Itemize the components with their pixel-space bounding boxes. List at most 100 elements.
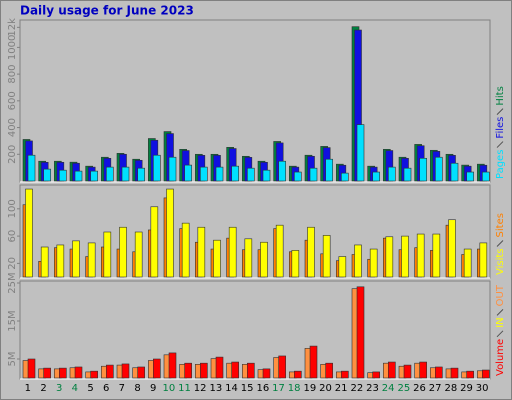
- x-tick-label: 21: [335, 383, 348, 394]
- bar: [153, 154, 161, 182]
- x-tick-label: 13: [209, 383, 222, 394]
- bar: [372, 371, 380, 379]
- x-tick-label: 15: [241, 383, 254, 394]
- bar: [322, 235, 331, 278]
- bar: [432, 233, 441, 278]
- legend-entry: Sites: [495, 213, 506, 237]
- bar: [121, 166, 130, 182]
- bar: [354, 244, 362, 278]
- x-tick-label: 26: [413, 383, 426, 394]
- bar: [168, 156, 177, 182]
- bar: [134, 231, 143, 278]
- bar: [59, 367, 67, 379]
- bar: [262, 169, 271, 182]
- x-tick-label: 19: [303, 383, 316, 394]
- bar: [184, 164, 192, 182]
- bar: [90, 370, 98, 379]
- bar: [369, 248, 378, 278]
- bar: [466, 171, 474, 182]
- bar: [43, 367, 51, 379]
- x-tick-label: 27: [429, 383, 442, 394]
- bar: [294, 370, 302, 379]
- x-tick-label: 7: [119, 383, 125, 394]
- legend-separator: [496, 141, 504, 148]
- bar: [119, 226, 127, 278]
- bar: [137, 167, 145, 182]
- bar: [262, 368, 271, 379]
- bar: [435, 156, 443, 182]
- y-tick-label: 25M: [7, 272, 18, 293]
- x-tick-label: 6: [103, 383, 109, 394]
- x-tick-label: 20: [319, 383, 332, 394]
- x-tick-label: 2: [40, 383, 46, 394]
- bar: [388, 166, 396, 182]
- y-tick-label: 800: [7, 65, 18, 84]
- legend-entry: IN: [495, 317, 506, 327]
- x-tick-label: 11: [178, 383, 191, 394]
- legend-entry: Pages: [495, 150, 506, 179]
- bar: [482, 171, 490, 182]
- x-tick-label: 16: [256, 383, 269, 394]
- bar: [416, 233, 425, 278]
- bar: [200, 362, 208, 379]
- legend-entry: Files: [495, 117, 506, 139]
- legend: Visits Sites: [495, 213, 506, 275]
- bar: [341, 172, 349, 182]
- bar: [74, 170, 83, 182]
- bar: [184, 362, 192, 379]
- bar: [247, 167, 255, 182]
- bar: [197, 226, 206, 278]
- bar: [450, 162, 459, 182]
- x-tick-label: 10: [162, 383, 175, 394]
- bar: [419, 157, 427, 182]
- bar: [244, 238, 253, 278]
- y-tick-label: 5M: [7, 352, 18, 367]
- bar: [419, 361, 427, 379]
- bar: [200, 166, 208, 182]
- bar: [294, 171, 302, 182]
- bar: [121, 363, 130, 379]
- bar: [450, 367, 459, 379]
- bar: [43, 168, 51, 182]
- bar: [87, 242, 96, 278]
- bar: [74, 366, 83, 379]
- bar: [25, 188, 33, 278]
- x-tick-label: 3: [56, 383, 62, 394]
- x-tick-label: 5: [87, 383, 93, 394]
- legend-separator: [496, 309, 504, 316]
- legend: Pages Files Hits: [495, 86, 506, 179]
- bar: [228, 226, 237, 278]
- bar: [403, 364, 412, 379]
- bar: [291, 250, 300, 278]
- legend-entry: Volume: [495, 339, 506, 376]
- legend: Volume IN OUT: [495, 284, 506, 376]
- bar: [231, 165, 239, 182]
- bar: [356, 286, 365, 379]
- bar: [27, 358, 36, 379]
- x-tick-label: 22: [350, 383, 363, 394]
- bar: [40, 246, 49, 278]
- x-tick-label: 30: [476, 383, 489, 394]
- y-tick-label: 200: [7, 145, 18, 164]
- y-tick-label: 100: [7, 199, 18, 218]
- bar: [215, 356, 224, 379]
- y-tick-label: 12k: [7, 18, 18, 37]
- y-tick-label: 600: [7, 91, 18, 110]
- bar: [463, 248, 472, 278]
- bar: [401, 235, 409, 278]
- x-tick-label: 8: [134, 383, 140, 394]
- legend-entry: Hits: [495, 86, 506, 105]
- x-tick-label: 12: [194, 383, 207, 394]
- x-tick-label: 24: [382, 383, 395, 394]
- bar: [106, 364, 114, 379]
- plot-area: [19, 19, 491, 183]
- x-tick-label: 29: [460, 383, 473, 394]
- bar: [137, 366, 145, 379]
- x-tick-label: 17: [272, 383, 285, 394]
- bar: [275, 224, 284, 278]
- bar: [307, 226, 315, 278]
- bar: [309, 167, 318, 182]
- bar: [213, 239, 221, 278]
- y-tick-label: 60: [7, 230, 18, 243]
